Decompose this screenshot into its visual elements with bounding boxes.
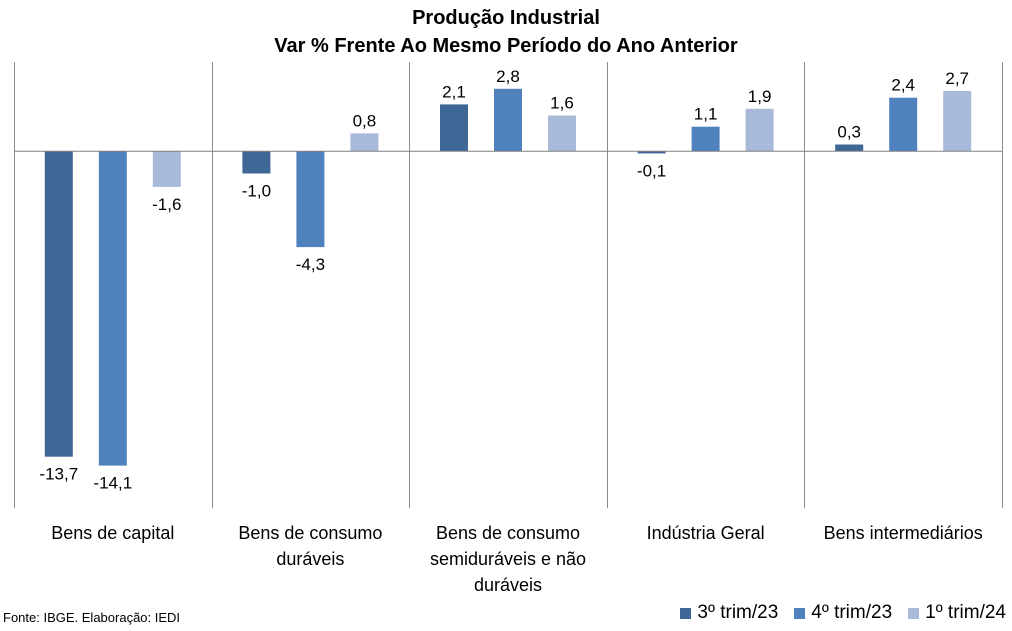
data-label: 0,8 — [353, 111, 377, 130]
chart-legend: 3º trim/23 4º trim/23 1º trim/24 — [664, 601, 1006, 625]
bar-1 — [637, 151, 666, 154]
legend-item: 3º trim/23 — [680, 601, 778, 625]
data-label: 2,1 — [442, 82, 466, 101]
bar-3 — [745, 108, 774, 152]
category-label-line: Indústria Geral — [647, 523, 765, 543]
category-label: Bens de consumo semiduráveis e não durávei… — [430, 523, 586, 595]
legend-swatch — [794, 607, 806, 619]
legend-label: 3º trim/23 — [697, 602, 779, 623]
chart-title-block: Produção Industrial Var % Frente Ao Mesm… — [0, 4, 1012, 60]
category-label-line: Bens de consumo — [436, 523, 580, 543]
bar-2 — [889, 97, 918, 152]
data-label: 2,4 — [891, 76, 915, 95]
category-label: Bens intermediários — [824, 523, 983, 543]
data-label: -0,1 — [637, 161, 666, 180]
data-label: -4,3 — [296, 255, 325, 274]
source-note: Fonte: IBGE. Elaboração: IEDI — [3, 610, 181, 625]
bar-1 — [835, 144, 864, 152]
bar-2 — [296, 151, 325, 248]
data-label: 1,1 — [694, 105, 718, 124]
data-label: -13,7 — [39, 465, 78, 484]
bar-2 — [98, 151, 127, 466]
category-label: Bens de consumo duráveis — [238, 523, 382, 569]
data-label: 1,9 — [748, 87, 772, 106]
legend-swatch — [908, 607, 920, 619]
bar-1 — [440, 104, 468, 152]
bar-3 — [350, 133, 379, 152]
chart-title: Produção Industrial — [412, 7, 600, 29]
data-label: 1,6 — [550, 94, 574, 113]
data-label: 0,3 — [837, 123, 861, 142]
chart-subtitle: Var % Frente Ao Mesmo Período do Ano Ant… — [274, 35, 738, 57]
bar-1 — [44, 151, 73, 457]
legend-label: 1º trim/24 — [925, 602, 1006, 623]
bar-2 — [691, 126, 720, 152]
category-label-line: duráveis — [474, 575, 542, 595]
category-label-line: Bens de consumo — [238, 523, 382, 543]
category-label-line: semiduráveis e não — [430, 549, 586, 569]
legend-item: 4º trim/23 — [794, 601, 892, 625]
category-label-line: duráveis — [276, 549, 344, 569]
data-label: 2,8 — [496, 67, 520, 86]
bar-2 — [494, 88, 522, 152]
category-label: Bens de capital — [51, 523, 174, 543]
legend-item: 1º trim/24 — [908, 601, 1006, 625]
bar-3 — [548, 115, 576, 152]
data-label: -1,0 — [242, 182, 271, 201]
bar-chart: -13,7 -1,0 2,1 -0,1 0,3 -14,1 -4,3 2,8 1,1 2,4 -1,… — [14, 62, 1003, 595]
data-label: -1,6 — [152, 195, 181, 214]
category-label: Indústria Geral — [647, 523, 765, 543]
legend-label: 4º trim/23 — [811, 602, 893, 623]
bar-3 — [152, 151, 181, 187]
bar-1 — [242, 151, 271, 174]
data-label: 2,7 — [945, 69, 969, 88]
bar-3 — [943, 91, 972, 152]
data-label: -14,1 — [93, 474, 132, 493]
legend-swatch — [680, 607, 692, 619]
category-label-line: Bens de capital — [51, 523, 174, 543]
category-label-line: Bens intermediários — [824, 523, 983, 543]
